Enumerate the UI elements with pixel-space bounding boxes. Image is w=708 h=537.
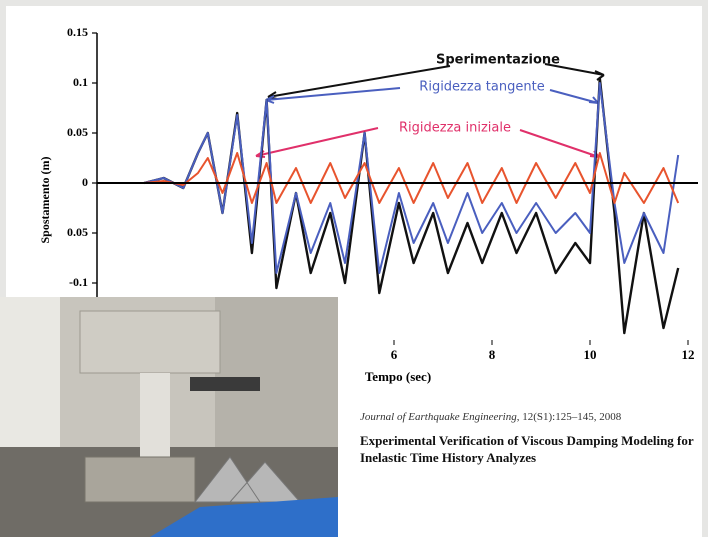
wall-light bbox=[0, 297, 60, 467]
y-tick-label: 0 bbox=[82, 175, 88, 189]
journal: Journal of Earthquake Engineering bbox=[360, 411, 517, 423]
arrow bbox=[267, 63, 605, 100]
series-line bbox=[143, 82, 680, 274]
base bbox=[84, 456, 196, 503]
series-label: Rigidezza tangente bbox=[419, 80, 544, 95]
braces bbox=[193, 456, 302, 503]
y-axis-label: Spostamento (m) bbox=[38, 157, 52, 244]
x-axis-label: Tempo (sec) bbox=[365, 369, 431, 384]
wall-right bbox=[215, 297, 338, 447]
x-tick-label: 8 bbox=[489, 347, 496, 362]
series-line bbox=[143, 152, 680, 204]
x-tick-label: 6 bbox=[391, 347, 398, 362]
y-tick-label: -0.1 bbox=[69, 275, 88, 289]
x-tick-label: 10 bbox=[584, 347, 597, 362]
platform bbox=[150, 497, 338, 537]
y-tick-label: 0.15 bbox=[67, 25, 88, 39]
citation-details: , 12(S1):125–145, 2008 bbox=[516, 411, 622, 423]
column bbox=[140, 373, 170, 458]
citation: Journal of Earthquake Engineering, 12(S1… bbox=[360, 411, 700, 423]
actuator bbox=[190, 377, 260, 391]
photo bbox=[0, 297, 338, 537]
y-tick-label: 0.05 bbox=[67, 125, 88, 139]
y-tick-label: 0.1 bbox=[73, 75, 88, 89]
paper-title: Experimental Verification of Viscous Dam… bbox=[360, 433, 694, 465]
arrow bbox=[265, 87, 599, 104]
series-label: Rigidezza iniziale bbox=[399, 121, 511, 136]
annotation-arrows bbox=[255, 63, 605, 158]
x-tick-label: 12 bbox=[682, 347, 695, 362]
block bbox=[79, 310, 221, 374]
y-tick-label: 0.05 bbox=[67, 225, 88, 239]
series-label: Sperimentazione bbox=[436, 53, 560, 68]
